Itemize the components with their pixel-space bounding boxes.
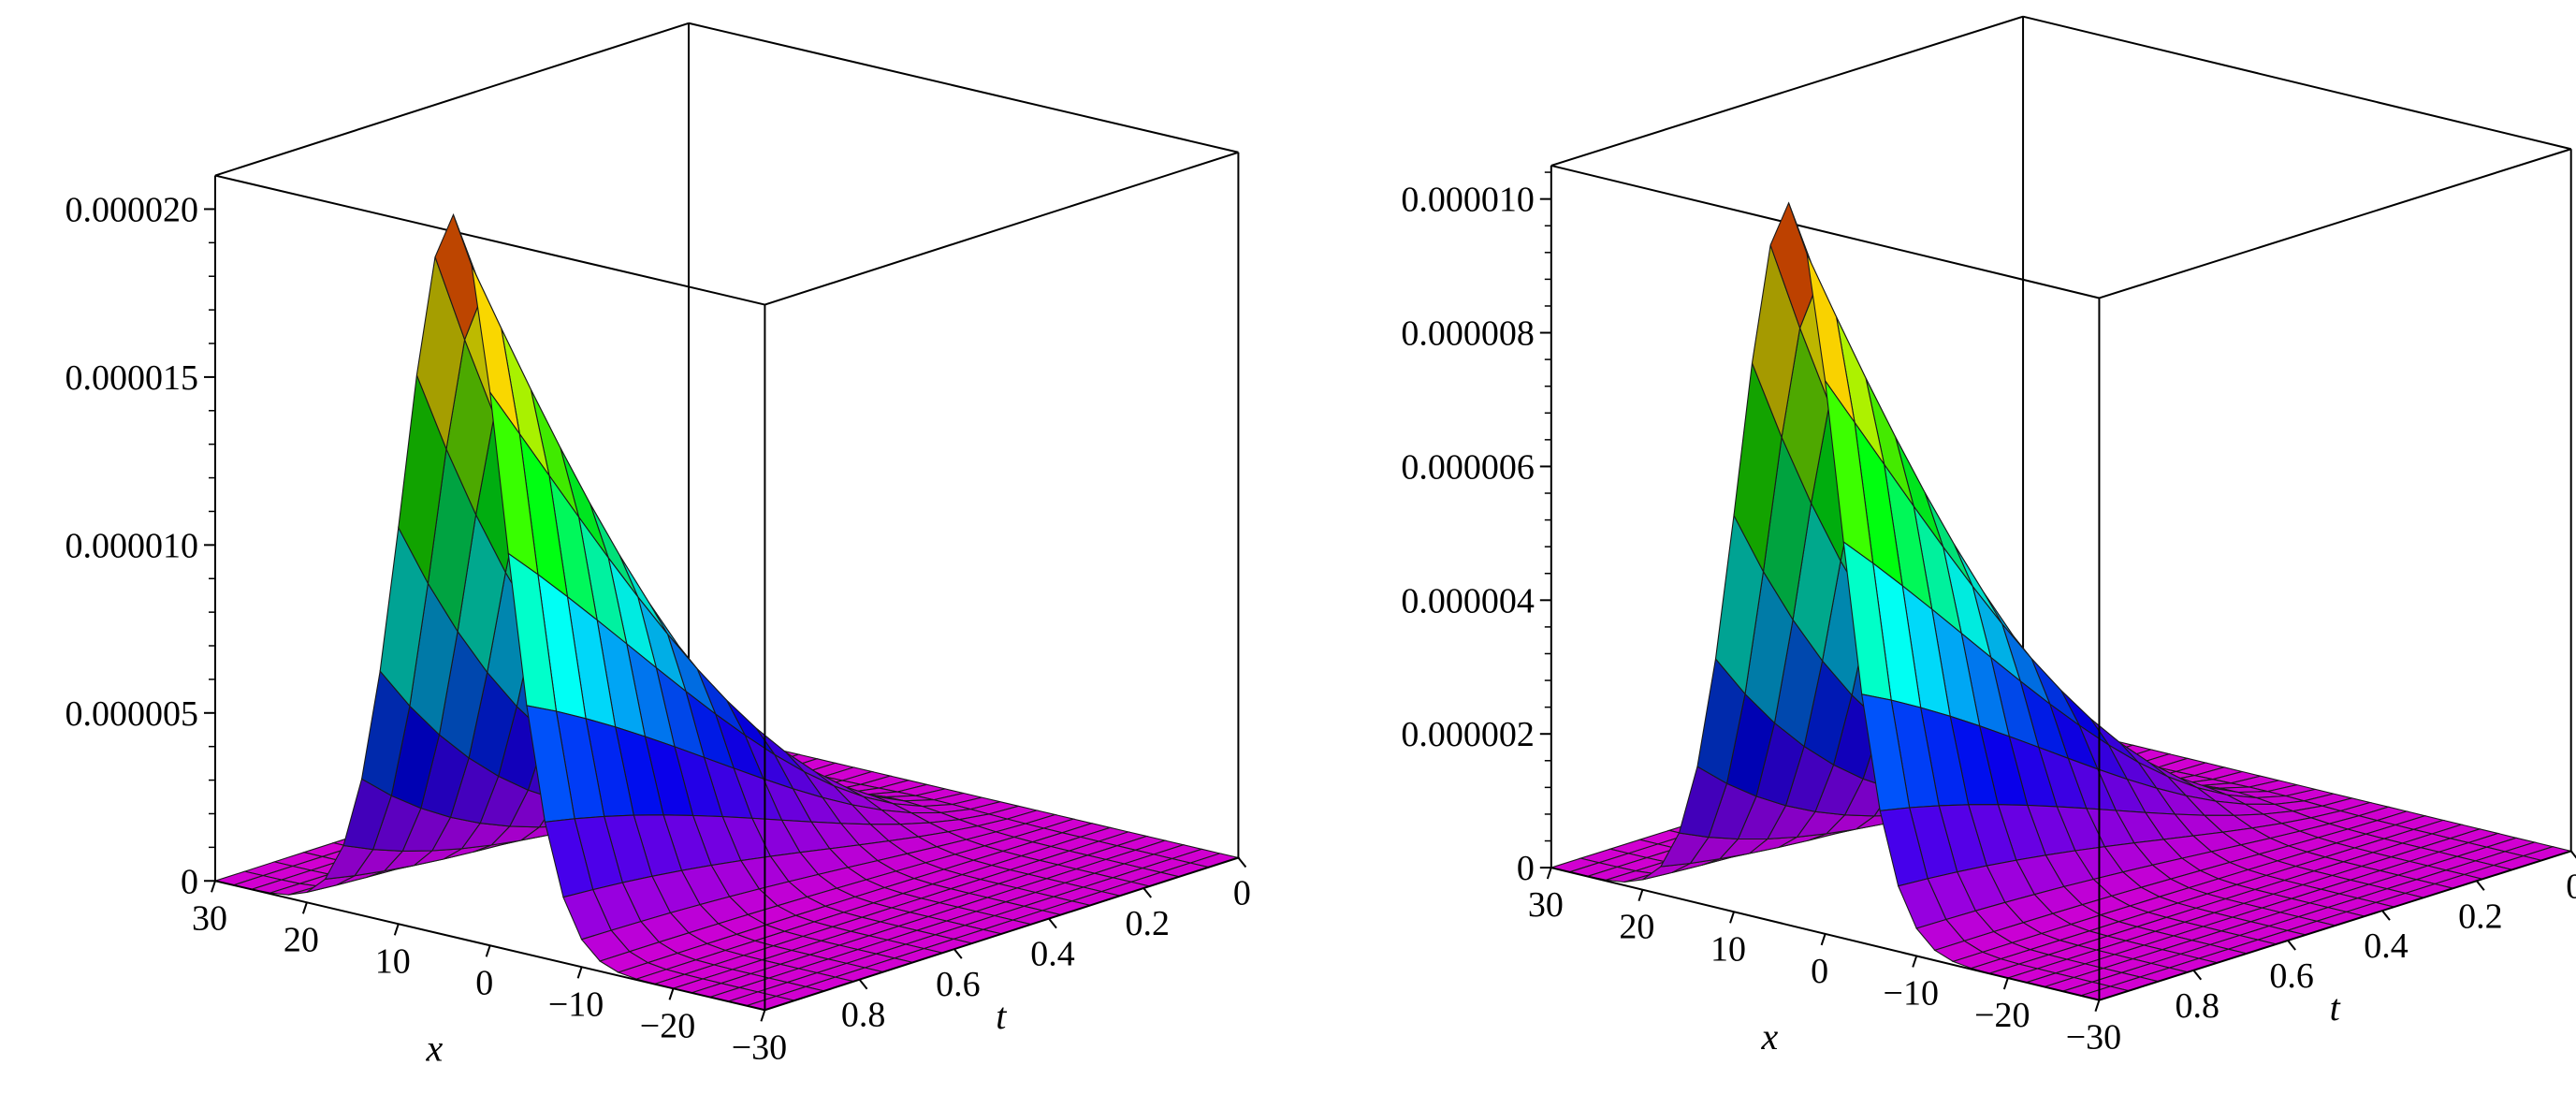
x-tick (1546, 867, 1552, 880)
t-tick-label: 0.2 (1125, 904, 1170, 943)
t-tick (1237, 856, 1247, 868)
t-tick-label: 0.6 (2269, 956, 2314, 996)
z-tick-label: 0.000004 (1401, 581, 1535, 620)
box-edge (2022, 15, 2571, 151)
x-axis-label: x (1760, 1015, 1778, 1058)
x-tick (2094, 1000, 2101, 1012)
x-axis: 30 20 10 0 −10 −20 −30 x (1528, 867, 2121, 1058)
box-edge (1550, 15, 2024, 167)
x-tick-label: 0 (1811, 952, 1828, 991)
x-tick-label: 30 (1528, 885, 1564, 925)
x-tick (1637, 889, 1644, 902)
x-tick (1912, 956, 1918, 968)
x-tick-label: 10 (375, 941, 411, 981)
t-tick-label: 0.8 (2176, 986, 2220, 1026)
t-axis: 0 0.2 0.4 0.6 0.8 t (841, 856, 1251, 1037)
t-axis-label: t (2330, 986, 2341, 1029)
chart-right: 0 0.000002 0.000004 0.000006 0.000008 0.00001… (1401, 15, 2576, 1058)
t-tick (2192, 970, 2203, 981)
x-axis: 30 20 10 0 −10 −20 −30 x (192, 880, 787, 1069)
t-tick (2381, 910, 2391, 921)
t-tick (2287, 940, 2296, 951)
z-tick-label: 0.000002 (1401, 715, 1535, 754)
t-tick (1048, 917, 1057, 929)
x-tick-label: −10 (1884, 973, 1939, 1013)
x-tick (760, 1009, 766, 1022)
box-back-edges (214, 22, 1240, 882)
x-axis-label: x (425, 1027, 443, 1069)
t-axis-label: t (996, 995, 1007, 1037)
z-tick-label: 0 (1517, 849, 1535, 888)
box-back-edges (1550, 15, 2572, 868)
x-tick (2002, 977, 2009, 990)
t-tick (953, 948, 963, 959)
x-tick (301, 901, 308, 914)
z-tick-label: 0.000006 (1401, 447, 1535, 487)
box-edge (2099, 148, 2571, 299)
x-tick (211, 880, 216, 893)
box-edge (214, 174, 765, 306)
t-tick-label: 0.4 (2364, 927, 2409, 966)
t-tick-label: 0.6 (936, 965, 981, 1004)
box-edge (1550, 164, 2100, 299)
x-tick-label: −20 (640, 1006, 695, 1045)
chart-left: 0 0.000005 0.000010 0.000015 0.000020 30 20 10 0… (65, 22, 1251, 1069)
t-tick-label: 0.2 (2458, 897, 2503, 936)
z-tick-label: 0.000005 (65, 694, 199, 734)
x-tick (576, 966, 583, 979)
x-tick (393, 923, 400, 936)
x-tick-label: 0 (475, 963, 493, 1002)
z-tick-label: 0.000010 (65, 526, 199, 565)
box-edge (214, 22, 690, 177)
z-tick-label: 0.000015 (65, 358, 199, 398)
z-axis: 0 0.000005 0.000010 0.000015 0.000020 (65, 190, 216, 901)
x-tick-label: 30 (192, 898, 227, 938)
t-tick (1142, 887, 1152, 898)
t-axis: 0 0.2 0.4 0.6 0.8 t (2176, 850, 2576, 1029)
box-edge (688, 22, 1239, 153)
x-tick (1729, 911, 1735, 924)
t-tick-label: 0.8 (841, 996, 886, 1035)
x-tick-label: −20 (1974, 996, 2030, 1035)
z-tick-label: 0.000010 (1401, 181, 1535, 220)
t-tick (858, 979, 868, 990)
box-edge (764, 856, 1239, 1012)
x-tick-label: −10 (548, 985, 604, 1024)
x-tick-label: −30 (2066, 1018, 2121, 1058)
z-tick-label: 0 (181, 862, 198, 901)
box-edge (2099, 850, 2571, 1001)
box-edge (764, 151, 1239, 306)
t-tick (2569, 850, 2576, 859)
surface-mesh (212, 212, 1241, 1011)
x-tick-label: 20 (284, 920, 319, 959)
t-tick-label: 0 (2566, 867, 2576, 906)
z-tick-label: 0.000008 (1401, 314, 1535, 354)
surface-mesh (1549, 201, 2573, 1001)
x-tick-label: −30 (732, 1028, 787, 1067)
z-axis: 0 0.000002 0.000004 0.000006 0.000008 0.00001… (1401, 171, 1551, 888)
z-tick-label: 0.000020 (65, 190, 199, 229)
t-tick-label: 0.4 (1030, 935, 1075, 974)
x-tick-label: 20 (1619, 908, 1654, 947)
x-tick (668, 987, 675, 1000)
x-tick (485, 944, 491, 957)
x-tick-label: 10 (1710, 929, 1746, 969)
t-tick-label: 0 (1233, 873, 1251, 912)
x-tick (1820, 933, 1826, 946)
t-tick (2476, 880, 2485, 891)
